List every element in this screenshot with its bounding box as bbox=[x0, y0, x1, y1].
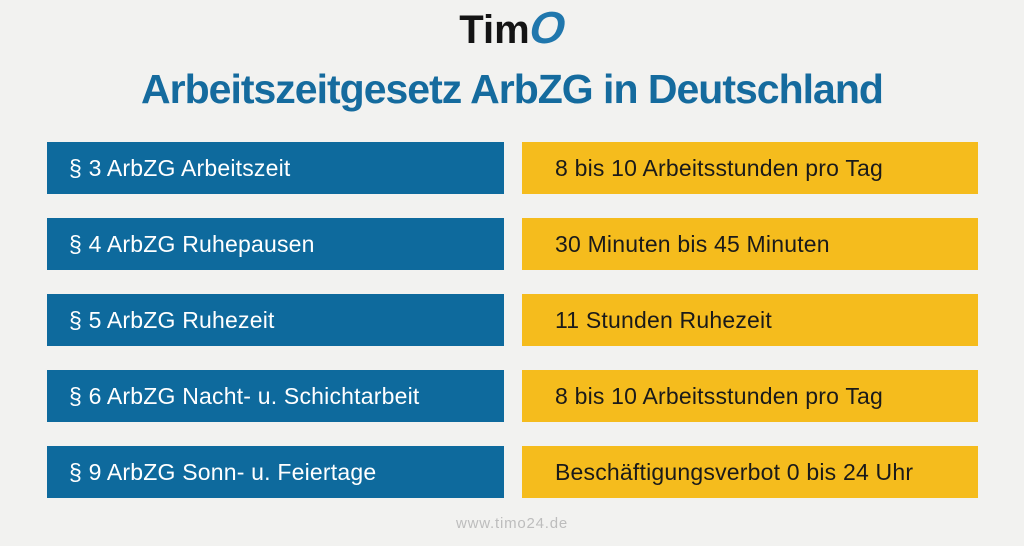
law-section-box: § 3 ArbZG Arbeitszeit bbox=[47, 142, 504, 194]
table-row: § 6 ArbZG Nacht- u. Schichtarbeit 8 bis … bbox=[47, 370, 978, 422]
law-section-box: § 9 ArbZG Sonn- u. Feiertage bbox=[47, 446, 504, 498]
table-row: § 4 ArbZG Ruhepausen 30 Minuten bis 45 M… bbox=[47, 218, 978, 270]
table-row: § 9 ArbZG Sonn- u. Feiertage Beschäftigu… bbox=[47, 446, 978, 498]
logo-text: Tim bbox=[459, 8, 530, 52]
rule-value-label: 8 bis 10 Arbeitsstunden pro Tag bbox=[555, 154, 883, 181]
law-section-box: § 6 ArbZG Nacht- u. Schichtarbeit bbox=[47, 370, 504, 422]
table-row: § 5 ArbZG Ruhezeit 11 Stunden Ruhezeit bbox=[47, 294, 978, 346]
law-section-label: § 6 ArbZG Nacht- u. Schichtarbeit bbox=[69, 382, 420, 409]
rule-value-label: 30 Minuten bis 45 Minuten bbox=[555, 230, 830, 257]
rule-value-box: 8 bis 10 Arbeitsstunden pro Tag bbox=[522, 370, 978, 422]
rule-value-label: 8 bis 10 Arbeitsstunden pro Tag bbox=[555, 382, 883, 409]
law-section-label: § 3 ArbZG Arbeitszeit bbox=[69, 154, 291, 181]
law-section-box: § 5 ArbZG Ruhezeit bbox=[47, 294, 504, 346]
logo: TimO bbox=[0, 2, 1024, 53]
law-section-label: § 4 ArbZG Ruhepausen bbox=[69, 230, 315, 257]
rule-value-box: Beschäftigungsverbot 0 bis 24 Uhr bbox=[522, 446, 978, 498]
rule-value-box: 8 bis 10 Arbeitsstunden pro Tag bbox=[522, 142, 978, 194]
law-section-label: § 9 ArbZG Sonn- u. Feiertage bbox=[69, 458, 377, 485]
logo-o-mark: O bbox=[527, 2, 568, 53]
website-url: www.timo24.de bbox=[455, 515, 569, 532]
table-row: § 3 ArbZG Arbeitszeit 8 bis 10 Arbeitsst… bbox=[47, 142, 978, 194]
law-table: § 3 ArbZG Arbeitszeit 8 bis 10 Arbeitsst… bbox=[47, 142, 978, 522]
law-section-label: § 5 ArbZG Ruhezeit bbox=[69, 306, 275, 333]
law-section-box: § 4 ArbZG Ruhepausen bbox=[47, 218, 504, 270]
page-title: Arbeitszeitgesetz ArbZG in Deutschland bbox=[141, 66, 884, 112]
rule-value-box: 30 Minuten bis 45 Minuten bbox=[522, 218, 978, 270]
rule-value-box: 11 Stunden Ruhezeit bbox=[522, 294, 978, 346]
rule-value-label: Beschäftigungsverbot 0 bis 24 Uhr bbox=[555, 458, 914, 485]
rule-value-label: 11 Stunden Ruhezeit bbox=[555, 306, 772, 333]
